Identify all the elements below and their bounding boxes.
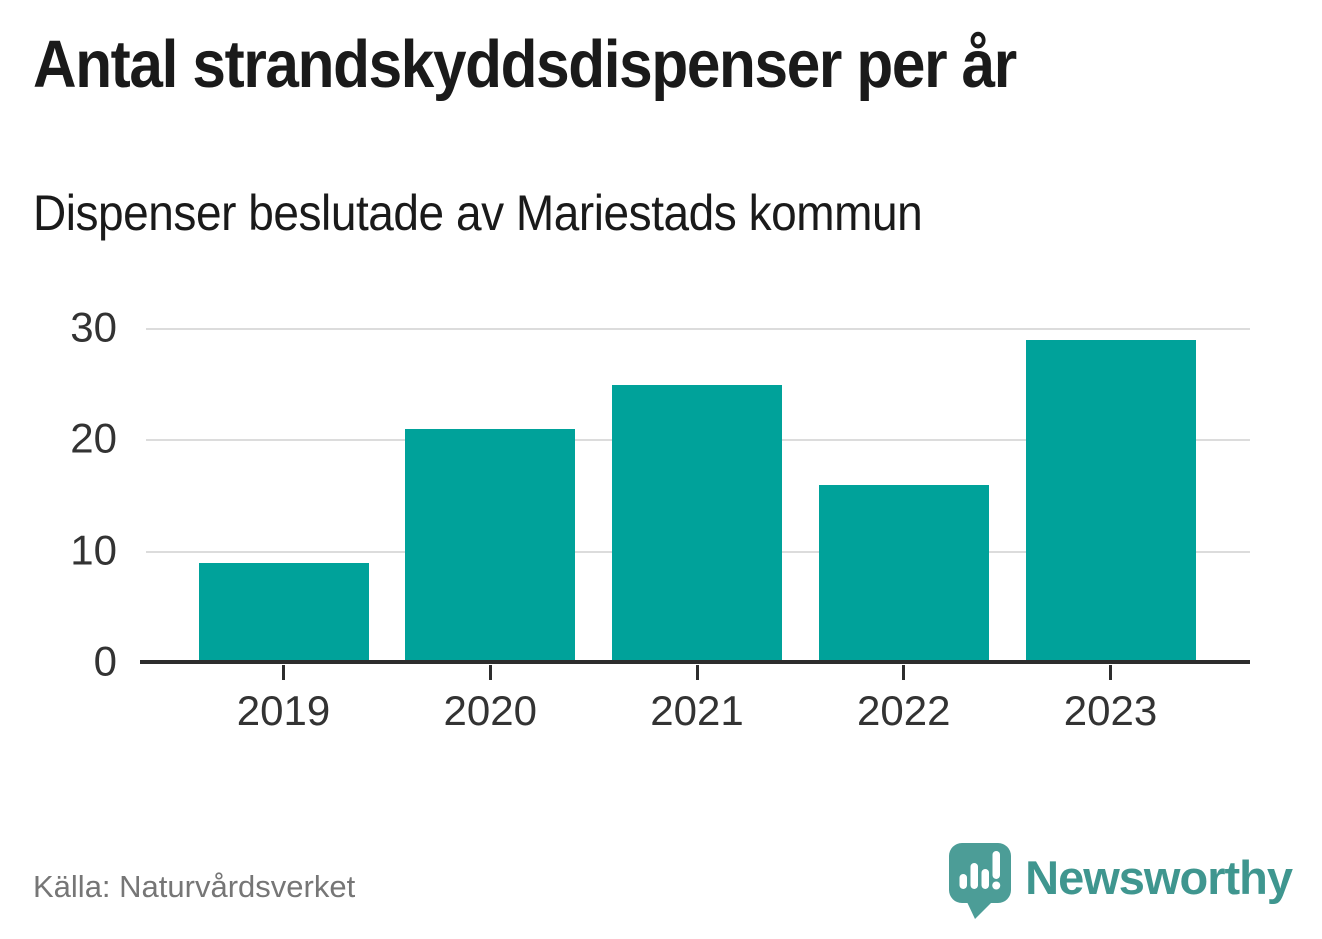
x-axis-label-2021: 2021 (650, 687, 744, 734)
source-caption: Källa: Naturvårdsverket (33, 869, 356, 904)
x-tick-2020 (488, 665, 492, 680)
bar-2023 (1025, 340, 1196, 663)
chart-title: Antal strandskyddsdispenser per år (33, 27, 1017, 102)
y-axis-label-20: 20 (70, 414, 117, 462)
x-axis-label-2020: 2020 (443, 687, 537, 734)
y-axis-label-0: 0 (93, 637, 117, 685)
newsworthy-logo: Newsworthy (948, 842, 1293, 920)
bar-2021 (612, 384, 782, 663)
logo-bar-small (959, 874, 968, 889)
brand-name: Newsworthy (1025, 850, 1293, 904)
bar-2022 (818, 484, 989, 663)
x-tick-2022 (902, 665, 906, 680)
x-tick-2019 (282, 665, 285, 680)
x-axis-label-2019: 2019 (236, 687, 331, 734)
chart-subtitle: Dispenser beslutade av Mariestads kommun (33, 185, 923, 241)
x-tick-2023 (1109, 665, 1112, 680)
x-axis-label-2022: 2022 (857, 687, 951, 734)
logo-bar-tall (970, 863, 979, 889)
logo-bar-medium (981, 869, 990, 889)
y-axis-label-10: 10 (70, 525, 117, 573)
x-axis-label-2023: 2023 (1063, 687, 1158, 734)
bar-2019 (198, 562, 369, 663)
gridline-30 (146, 328, 1250, 330)
logo-exclamation-stem (992, 851, 1001, 879)
x-tick-2021 (695, 665, 699, 680)
bar-2020 (405, 429, 576, 663)
logo-exclamation-dot (992, 881, 1001, 890)
x-axis-line (140, 660, 1250, 664)
newsworthy-speech-bubble-chart-icon (949, 843, 1012, 919)
y-axis-label-30: 30 (70, 303, 117, 351)
